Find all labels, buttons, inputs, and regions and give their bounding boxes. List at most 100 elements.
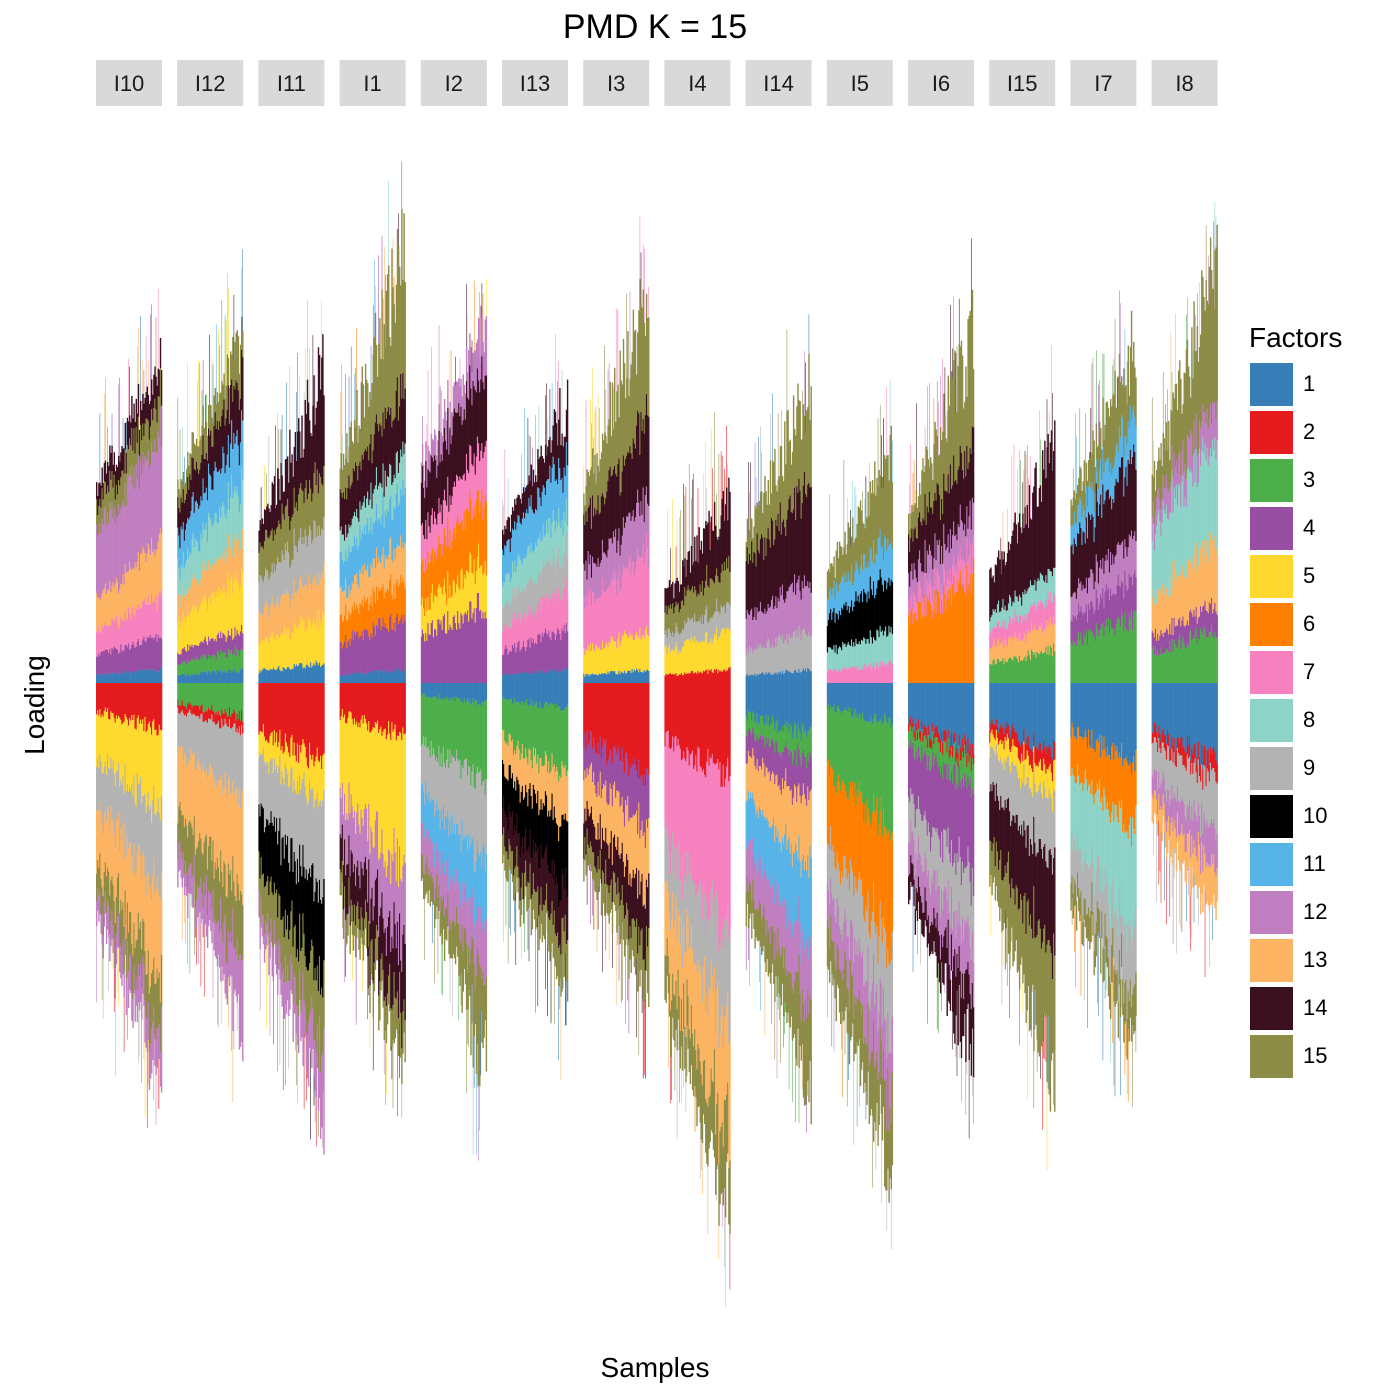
bar-segment-factor-11 bbox=[226, 454, 229, 510]
bar-spike-factor-14 bbox=[471, 340, 473, 373]
bar-segment-factor-3 bbox=[201, 658, 203, 673]
bar-segment-factor-3 bbox=[222, 683, 224, 714]
sample-bar bbox=[146, 386, 148, 1129]
bar-segment-factor-13 bbox=[242, 789, 244, 905]
bar-segment-factor-2 bbox=[224, 708, 226, 719]
bar-segment-factor-13 bbox=[126, 571, 129, 619]
bar-segment-factor-12 bbox=[288, 981, 290, 1017]
sample-bar bbox=[291, 454, 293, 995]
bar-segment-factor-11 bbox=[235, 436, 237, 494]
bar-segment-factor-8 bbox=[233, 491, 235, 549]
bar-spike-factor-1 bbox=[242, 249, 243, 331]
bar-segment-factor-2 bbox=[186, 708, 188, 717]
bar-segment-factor-7 bbox=[130, 619, 132, 649]
bar-segment-factor-3 bbox=[190, 661, 192, 676]
bar-segment-factor-15 bbox=[100, 879, 102, 914]
bar-segment-factor-9 bbox=[269, 760, 271, 824]
bar-segment-factor-7 bbox=[119, 625, 121, 653]
bar-spike-factor-2 bbox=[203, 926, 205, 997]
bar-segment-factor-15 bbox=[262, 548, 265, 583]
bar-spike-factor-5 bbox=[386, 1043, 387, 1095]
bar-segment-factor-15 bbox=[279, 524, 281, 563]
bar-segment-factor-5 bbox=[289, 756, 291, 786]
bar-segment-factor-8 bbox=[206, 541, 209, 576]
bar-segment-factor-1 bbox=[272, 667, 275, 683]
bar-segment-factor-4 bbox=[137, 638, 140, 670]
bar-spike-factor-5 bbox=[352, 935, 353, 981]
bar-segment-factor-12 bbox=[136, 989, 139, 1023]
bar-segment-factor-14 bbox=[339, 834, 341, 870]
bar-segment-factor-3 bbox=[194, 656, 197, 673]
bar-segment-factor-13 bbox=[142, 546, 144, 601]
bar-segment-factor-3 bbox=[224, 683, 226, 709]
bar-segment-factor-5 bbox=[186, 617, 188, 652]
bar-segment-factor-2 bbox=[222, 713, 224, 727]
bar-segment-factor-3 bbox=[214, 655, 216, 672]
sample-bar bbox=[485, 278, 488, 1072]
bar-segment-factor-2 bbox=[271, 683, 273, 732]
bar-segment-factor-9 bbox=[263, 576, 266, 607]
bar-segment-factor-9 bbox=[320, 535, 322, 579]
bar-segment-factor-9 bbox=[230, 728, 232, 795]
bar-segment-factor-15 bbox=[342, 909, 345, 939]
bar-segment-factor-9 bbox=[107, 753, 109, 807]
bar-segment-factor-2 bbox=[188, 704, 190, 712]
bar-segment-factor-12 bbox=[341, 782, 344, 825]
bar-segment-factor-3 bbox=[223, 683, 225, 714]
bar-segment-factor-2 bbox=[100, 683, 102, 718]
bar-segment-factor-15 bbox=[186, 469, 188, 494]
bar-segment-factor-1 bbox=[114, 674, 117, 683]
bar-segment-factor-12 bbox=[146, 1018, 148, 1053]
bar-segment-factor-5 bbox=[131, 715, 133, 785]
bar-segment-factor-5 bbox=[309, 619, 311, 668]
bar-segment-factor-8 bbox=[341, 534, 344, 560]
bar-segment-factor-13 bbox=[223, 786, 225, 862]
bar-segment-factor-9 bbox=[322, 800, 324, 898]
bar-segment-factor-9 bbox=[311, 789, 313, 866]
bar-segment-factor-1 bbox=[266, 669, 268, 683]
bar-segment-factor-14 bbox=[230, 384, 232, 444]
bar-segment-factor-2 bbox=[239, 720, 242, 736]
bar-segment-factor-4 bbox=[194, 644, 197, 657]
bar-segment-factor-15 bbox=[320, 476, 322, 536]
bar-spike-factor-5 bbox=[218, 329, 219, 402]
bar-segment-factor-5 bbox=[311, 628, 313, 668]
bar-segment-factor-13 bbox=[134, 876, 136, 949]
bar-segment-factor-13 bbox=[138, 571, 141, 609]
sample-bar bbox=[141, 410, 143, 1083]
bar-spike-factor-9 bbox=[279, 979, 281, 1065]
bar-segment-factor-2 bbox=[274, 683, 277, 743]
bar-segment-factor-13 bbox=[109, 829, 111, 896]
bar-segment-factor-11 bbox=[183, 540, 186, 569]
bar-segment-factor-12 bbox=[179, 840, 181, 870]
sample-bar bbox=[277, 413, 279, 1072]
bar-segment-factor-5 bbox=[216, 597, 219, 635]
bar-segment-factor-1 bbox=[157, 671, 159, 683]
bar-segment-factor-9 bbox=[280, 784, 282, 866]
bar-segment-factor-13 bbox=[129, 561, 131, 613]
bar-segment-factor-13 bbox=[182, 585, 185, 614]
bar-segment-factor-13 bbox=[198, 759, 200, 841]
bar-segment-factor-9 bbox=[125, 790, 128, 856]
bar-segment-factor-9 bbox=[184, 714, 187, 757]
bar-segment-factor-14 bbox=[322, 334, 324, 486]
bar-segment-factor-1 bbox=[233, 671, 235, 683]
bar-segment-factor-4 bbox=[152, 637, 154, 670]
bar-segment-factor-14 bbox=[127, 421, 130, 450]
bar-segment-factor-1 bbox=[122, 671, 124, 683]
bar-segment-factor-13 bbox=[305, 584, 308, 629]
bar-segment-factor-2 bbox=[211, 705, 213, 715]
bar-segment-factor-15 bbox=[113, 474, 115, 508]
bar-segment-factor-4 bbox=[116, 649, 119, 673]
bar-segment-factor-13 bbox=[227, 534, 230, 573]
bar-segment-factor-10 bbox=[261, 806, 264, 875]
bar-spike-factor-5 bbox=[228, 289, 229, 358]
bar-segment-factor-1 bbox=[137, 669, 140, 683]
bar-segment-factor-3 bbox=[189, 683, 191, 702]
bar-segment-factor-15 bbox=[178, 489, 180, 508]
bar-segment-factor-1 bbox=[318, 662, 321, 683]
bar-segment-factor-5 bbox=[301, 618, 303, 664]
bar-segment-factor-14 bbox=[304, 400, 306, 489]
bar-segment-factor-15 bbox=[108, 492, 110, 524]
bar-segment-factor-5 bbox=[265, 637, 267, 670]
